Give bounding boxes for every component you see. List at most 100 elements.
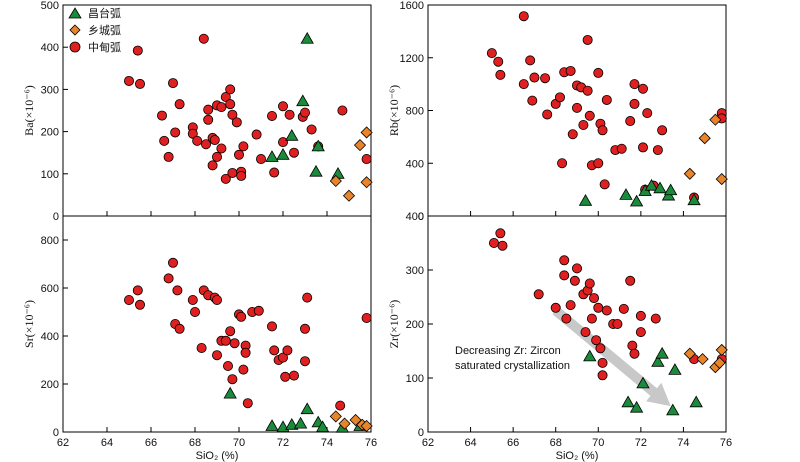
data-point-zhongdian bbox=[266, 110, 277, 121]
legend: 昌台弧 乡城弧 中甸弧 bbox=[68, 6, 121, 54]
y-tick-label: 600 bbox=[41, 283, 59, 295]
legend-label-xiangcheng: 乡城弧 bbox=[88, 23, 121, 37]
data-point-zhongdian bbox=[306, 124, 317, 135]
data-point-xiangcheng bbox=[360, 126, 373, 139]
data-point-zhongdian bbox=[629, 348, 640, 359]
data-point-xiangcheng bbox=[715, 343, 728, 356]
series-xiangcheng bbox=[329, 126, 373, 202]
x-tick-label: 66 bbox=[507, 437, 519, 449]
data-point-zhongdian bbox=[238, 141, 249, 152]
data-point-zhongdian bbox=[559, 270, 570, 281]
data-point-changtai bbox=[265, 419, 279, 431]
data-point-zhongdian bbox=[236, 170, 247, 181]
data-point-zhongdian bbox=[625, 116, 636, 127]
series-changtai bbox=[265, 31, 345, 179]
data-point-zhongdian bbox=[550, 302, 561, 313]
data-point-zhongdian bbox=[225, 84, 236, 95]
data-point-zhongdian bbox=[163, 151, 174, 162]
x-axis-label: SiO₂ (%) bbox=[196, 450, 239, 462]
data-point-zhongdian bbox=[361, 312, 372, 323]
y-tick-label: 200 bbox=[41, 379, 59, 391]
data-point-changtai bbox=[300, 402, 314, 415]
y-tick-label: 300 bbox=[406, 265, 424, 277]
data-point-zhongdian bbox=[518, 79, 529, 90]
x-tick-label: 62 bbox=[422, 437, 434, 449]
series-zhongdian bbox=[486, 11, 727, 203]
data-point-zhongdian bbox=[255, 154, 266, 165]
data-point-changtai bbox=[300, 31, 314, 44]
y-axis-label: Zr(×10⁻⁶) bbox=[387, 300, 401, 349]
data-point-xiangcheng bbox=[715, 173, 728, 186]
data-point-zhongdian bbox=[203, 104, 214, 115]
data-point-zhongdian bbox=[627, 340, 638, 351]
data-point-zhongdian bbox=[302, 292, 313, 303]
data-point-changtai bbox=[655, 346, 669, 359]
x-tick-label: 70 bbox=[592, 437, 604, 449]
data-point-zhongdian bbox=[572, 263, 583, 274]
y-tick-label: 800 bbox=[406, 106, 424, 118]
data-point-zhongdian bbox=[597, 370, 608, 381]
data-point-zhongdian bbox=[170, 127, 181, 138]
data-point-changtai bbox=[311, 139, 325, 152]
data-point-zhongdian bbox=[200, 139, 211, 150]
data-point-zhongdian bbox=[569, 275, 580, 286]
data-point-zhongdian bbox=[593, 67, 604, 78]
data-point-zhongdian bbox=[280, 371, 291, 382]
data-point-zhongdian bbox=[269, 167, 280, 178]
panel-ba: 0 100 200 300 400 500 Ba(×10⁻⁶) bbox=[22, 0, 373, 223]
data-point-zhongdian bbox=[134, 299, 145, 310]
x-tick-label: 68 bbox=[189, 437, 201, 449]
data-point-zhongdian bbox=[591, 335, 602, 346]
data-point-zhongdian bbox=[253, 305, 264, 316]
data-point-zhongdian bbox=[229, 338, 240, 349]
data-point-zhongdian bbox=[282, 345, 293, 356]
data-point-zhongdian bbox=[211, 151, 222, 162]
data-point-zhongdian bbox=[174, 323, 185, 334]
data-point-changtai bbox=[619, 188, 633, 200]
y-axis-label: Rb(×10⁻⁶) bbox=[387, 85, 401, 136]
data-point-zhongdian bbox=[625, 275, 636, 286]
data-point-zhongdian bbox=[163, 273, 174, 284]
data-point-xiangcheng bbox=[709, 113, 722, 126]
data-point-zhongdian bbox=[635, 327, 646, 338]
x-tick-label: 72 bbox=[635, 437, 647, 449]
data-point-zhongdian bbox=[134, 78, 145, 89]
y-tick-label: 200 bbox=[41, 127, 59, 139]
data-point-zhongdian bbox=[601, 94, 612, 105]
data-point-zhongdian bbox=[584, 278, 595, 289]
x-tick-label: 76 bbox=[365, 437, 377, 449]
legend-marker-changtai bbox=[68, 7, 82, 19]
x-axis-label: SiO₂ (%) bbox=[556, 450, 599, 462]
data-point-zhongdian bbox=[167, 257, 178, 268]
x-tick-label: 68 bbox=[550, 437, 562, 449]
data-point-zhongdian bbox=[612, 318, 623, 329]
data-point-zhongdian bbox=[174, 99, 185, 110]
data-point-zhongdian bbox=[593, 302, 604, 313]
panel-sr: 0 200 400 600 800 62 64 66 68 70 72 74 76 SiO₂ (%) Sr(… bbox=[22, 215, 377, 462]
data-point-zhongdian bbox=[277, 352, 288, 363]
data-point-zhongdian bbox=[572, 102, 583, 113]
data-point-xiangcheng bbox=[342, 189, 356, 202]
annotation-text: Decreasing Zr: Zircon saturated crystalli… bbox=[455, 345, 570, 372]
data-point-zhongdian bbox=[629, 98, 640, 109]
data-point-zhongdian bbox=[497, 240, 508, 251]
data-point-changtai bbox=[285, 417, 299, 430]
data-point-xiangcheng bbox=[360, 419, 373, 433]
y-tick-label: 800 bbox=[41, 235, 59, 247]
data-point-changtai bbox=[636, 376, 650, 389]
data-point-zhongdian bbox=[335, 400, 346, 411]
data-point-zhongdian bbox=[209, 135, 220, 146]
data-point-zhongdian bbox=[299, 323, 310, 334]
y-axis-label: Ba(×10⁻⁶) bbox=[22, 85, 36, 136]
data-point-zhongdian bbox=[559, 255, 570, 266]
data-point-changtai bbox=[621, 395, 635, 408]
x-tick-label: 64 bbox=[101, 437, 113, 449]
data-point-zhongdian bbox=[542, 109, 553, 120]
data-point-zhongdian bbox=[533, 289, 544, 300]
data-point-zhongdian bbox=[288, 147, 299, 158]
data-point-zhongdian bbox=[220, 173, 231, 184]
legend-marker-zhongdian bbox=[69, 41, 81, 53]
data-point-zhongdian bbox=[132, 285, 143, 296]
data-point-zhongdian bbox=[159, 135, 170, 146]
data-point-zhongdian bbox=[277, 101, 288, 112]
